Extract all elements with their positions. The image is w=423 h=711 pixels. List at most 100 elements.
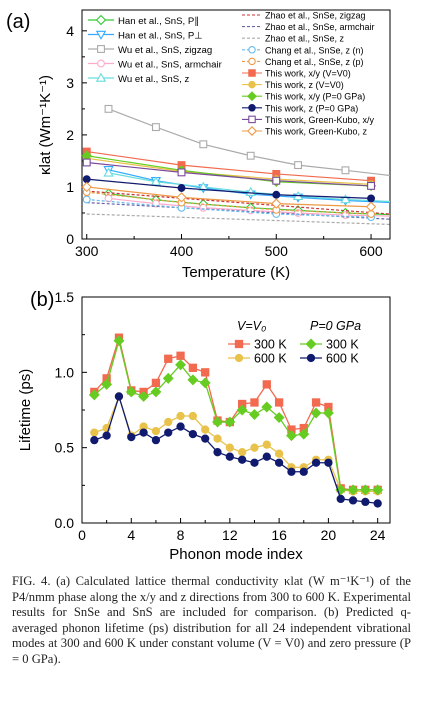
data-point [294, 161, 303, 170]
data-point [373, 499, 382, 508]
series-line [86, 201, 391, 220]
data-point [201, 368, 210, 377]
data-point [246, 151, 255, 160]
data-point [310, 407, 322, 419]
data-point [238, 448, 247, 457]
panel-a-axes: 300 400 500 600 0 1 2 3 4 [66, 23, 383, 259]
y-tick-label: 0.0 [55, 515, 75, 531]
panel-a-ylabel: κlat (Wm⁻¹K⁻¹) [37, 75, 54, 175]
series-line [86, 157, 372, 185]
figure-caption: FIG. 4. (a) Calculated lattice thermal c… [12, 574, 411, 668]
caption-text: (a) Calculated lattice thermal conductiv… [12, 574, 411, 666]
x-tick-label: 20 [321, 527, 337, 543]
series-line [86, 150, 372, 182]
data-point [365, 201, 377, 212]
data-point [82, 195, 91, 204]
legend-label: 600 K [326, 352, 359, 366]
data-point [272, 190, 281, 199]
data-point [213, 434, 222, 443]
data-point [262, 452, 271, 461]
legend-label: Wu et al., SnS, armchair [118, 60, 223, 71]
x-tick-label: 12 [222, 527, 238, 543]
x-tick-label: 400 [170, 243, 194, 259]
y-tick-label: 0 [66, 231, 74, 247]
data-point [250, 398, 259, 407]
data-point [102, 431, 111, 440]
legend-marker [248, 46, 256, 54]
legend-label: 300 K [254, 338, 287, 352]
legend-marker [247, 126, 257, 136]
data-point [188, 363, 198, 372]
data-point [213, 448, 222, 457]
data-point [311, 458, 321, 467]
data-point [201, 425, 210, 434]
data-point [238, 455, 247, 464]
data-point [250, 443, 259, 452]
data-point [151, 378, 161, 388]
panel-a: (a) 300 400 500 600 0 1 2 3 4 Han et al., SnS, P… [6, 9, 391, 281]
y-tick-label: 4 [66, 23, 74, 39]
legend-label: Han et al., SnS, P∥ [118, 16, 199, 27]
data-point [273, 412, 285, 423]
legend-marker [247, 91, 257, 102]
panel-b-ylabel: Lifetime (ps) [17, 369, 34, 452]
series-line [86, 213, 391, 226]
x-tick-label: 4 [127, 527, 135, 543]
data-point [262, 440, 271, 449]
series-line [86, 190, 391, 215]
data-point [322, 407, 334, 419]
y-tick-label: 1.0 [55, 364, 75, 380]
data-point [88, 389, 100, 401]
data-point [271, 198, 282, 209]
data-point [175, 359, 187, 371]
data-point [176, 411, 185, 421]
panel-b: (b) 0 4 8 12 16 20 24 0.0 0.5 1.0 1.5 V=V₀ P=0 GPa 3… [17, 289, 391, 563]
data-point [272, 176, 281, 185]
data-point [177, 168, 186, 177]
series-line [86, 198, 372, 218]
data-point [299, 467, 308, 476]
data-point [103, 167, 114, 177]
data-point [261, 401, 273, 413]
x-tick-label: 24 [370, 527, 386, 543]
x-tick-label: 500 [265, 243, 289, 259]
legend-label: Chang et al., SnSe, z (p) [265, 57, 364, 67]
panel-a-xlabel: Temperature (K) [182, 264, 290, 281]
y-tick-label: 3 [66, 75, 74, 91]
data-point [151, 426, 161, 436]
data-point [104, 104, 113, 113]
data-point [113, 335, 125, 347]
legend-label: 600 K [254, 352, 287, 366]
series-line [86, 191, 372, 215]
data-point [151, 435, 161, 445]
data-point [367, 181, 375, 190]
legend-label: 300 K [326, 338, 359, 352]
data-point [164, 428, 173, 437]
panel-a-label: (a) [6, 11, 30, 33]
data-point [225, 443, 234, 452]
panel-b-series [88, 333, 384, 508]
legend-marker [248, 80, 256, 89]
legend-marker [248, 69, 256, 77]
data-point [361, 497, 370, 507]
series-line [86, 186, 372, 208]
data-point [162, 372, 174, 384]
data-point [127, 432, 136, 442]
data-point [151, 123, 160, 132]
data-point [176, 351, 185, 360]
legend-marker [306, 353, 316, 363]
legend-label: Zhao et al., SnSe, zigzag [265, 11, 366, 21]
data-point [340, 194, 351, 204]
data-point [101, 378, 113, 390]
legend-label: Zhao et al., SnSe, z [265, 34, 345, 44]
data-point [176, 422, 185, 431]
legend-marker [234, 353, 244, 363]
data-point [150, 386, 162, 398]
legend-marker [234, 339, 244, 349]
data-point [359, 484, 371, 496]
data-point [274, 458, 284, 467]
legend-group-title: P=0 GPa [310, 319, 361, 333]
x-tick-label: 300 [75, 243, 99, 259]
